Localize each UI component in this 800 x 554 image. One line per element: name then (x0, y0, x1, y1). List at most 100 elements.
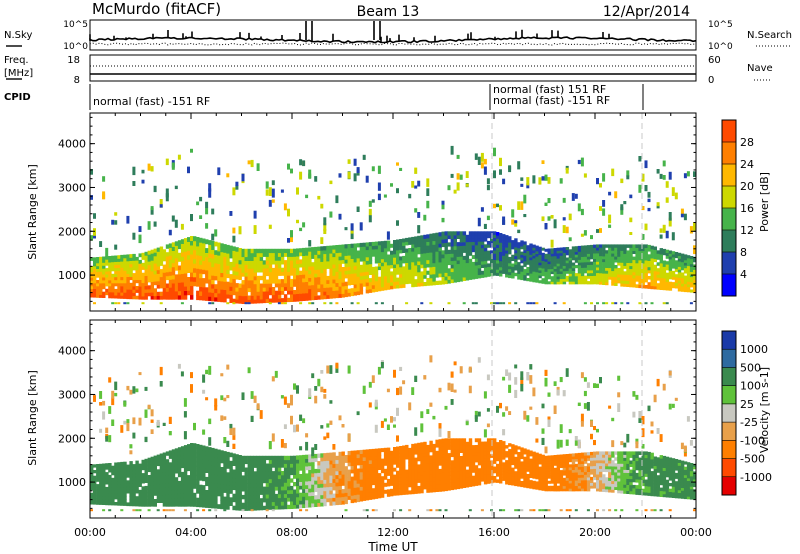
heatmap-cell (205, 287, 209, 293)
heatmap-cell (471, 482, 476, 487)
heatmap-cell (244, 302, 248, 305)
heatmap-cell (265, 505, 270, 510)
heatmap-cell (344, 292, 348, 298)
heatmap-cell (244, 291, 248, 297)
heatmap-cell (247, 486, 251, 492)
heatmap-cell (341, 285, 345, 291)
heatmap-cell (105, 288, 109, 293)
heatmap-cell (123, 474, 127, 478)
heatmap-cell (432, 451, 436, 456)
heatmap-cell (308, 284, 312, 290)
heatmap-cell (474, 248, 479, 252)
heatmap-cell (590, 267, 594, 271)
heatmap-cell (380, 269, 385, 274)
heatmap-cell (577, 254, 582, 258)
heatmap-cell (514, 249, 518, 254)
heatmap-cell (259, 260, 264, 265)
heatmap-cell (280, 189, 284, 193)
heatmap-cell (93, 495, 97, 499)
heatmap-cell (174, 460, 179, 466)
heatmap-cell (538, 272, 542, 276)
heatmap-cell (177, 363, 181, 369)
heatmap-cell (153, 273, 157, 278)
heatmap-cell (374, 491, 379, 496)
heatmap-cell (559, 255, 564, 259)
heatmap-cell (287, 455, 291, 461)
nave-tick-low: 0 (708, 75, 714, 86)
heatmap-cell (132, 289, 136, 293)
heatmap-cell (553, 248, 557, 252)
heatmap-cell (626, 170, 630, 177)
heatmap-cell (338, 496, 342, 502)
heatmap-cell (486, 257, 491, 261)
heatmap-cell (114, 270, 118, 275)
heatmap-cell (320, 460, 324, 466)
heatmap-cell (386, 282, 391, 287)
heatmap-cell (183, 445, 188, 450)
heatmap-cell (211, 482, 215, 487)
heatmap-cell (496, 241, 500, 245)
heatmap-cell (374, 399, 378, 407)
heatmap-cell (499, 242, 503, 246)
heatmap-cell (432, 273, 436, 278)
heatmap-cell (241, 483, 245, 488)
heatmap-cell (214, 469, 218, 475)
heatmap-cell (193, 479, 197, 485)
heatmap-cell (517, 262, 521, 266)
heatmap-cell (347, 488, 351, 493)
heatmap-cell (323, 257, 327, 262)
heatmap-cell (208, 503, 212, 509)
heatmap-cell (414, 254, 418, 259)
heatmap-cell (180, 489, 185, 494)
heatmap-cell (583, 253, 588, 257)
heatmap-cell (217, 504, 221, 509)
heatmap-cell (383, 258, 388, 263)
heatmap-cell (396, 220, 399, 226)
heatmap-cell (593, 272, 597, 276)
heatmap-cell (138, 499, 142, 504)
heatmap-cell (626, 265, 630, 269)
heatmap-cell (287, 279, 291, 284)
heatmap-cell (550, 268, 554, 272)
heatmap-cell (283, 282, 288, 288)
heatmap-cell (226, 395, 230, 399)
heatmap-cell (362, 271, 367, 276)
heatmap-cell (187, 448, 191, 454)
heatmap-cell (596, 261, 600, 265)
heatmap-cell (347, 458, 351, 463)
heatmap-cell (608, 250, 612, 254)
heatmap-cell (159, 295, 164, 300)
heatmap-cell (577, 159, 581, 165)
heatmap-cell (371, 459, 376, 464)
heatmap-cell (693, 277, 696, 281)
heatmap-cell (377, 252, 382, 256)
heatmap-cell (141, 466, 145, 471)
heatmap-cell (386, 261, 391, 266)
heatmap-cell (138, 269, 142, 274)
heatmap-cell (329, 290, 333, 295)
heatmap-cell (317, 476, 321, 481)
heatmap-cell (90, 481, 94, 485)
heatmap-cell (199, 466, 203, 472)
heatmap-cell (329, 180, 333, 185)
heatmap-cell (447, 302, 451, 305)
heatmap-cell (374, 494, 379, 499)
heatmap-cell (96, 288, 100, 292)
heatmap-cell (459, 234, 464, 239)
heatmap-cell (414, 279, 418, 284)
heatmap-cell (171, 262, 176, 268)
colorbar-swatch (722, 208, 736, 231)
heatmap-cell (396, 188, 399, 194)
heatmap-cell (190, 294, 194, 300)
heatmap-cell (444, 272, 448, 277)
heatmap-cell (423, 263, 427, 268)
heatmap-cell (226, 294, 230, 299)
heatmap-cell (438, 457, 442, 462)
heatmap-cell (529, 259, 533, 263)
heatmap-cell (468, 483, 473, 487)
heatmap-cell (544, 256, 548, 260)
heatmap-cell (532, 244, 536, 248)
heatmap-cell (123, 499, 127, 503)
heatmap-cell (280, 267, 285, 272)
heatmap-cell (335, 489, 339, 494)
